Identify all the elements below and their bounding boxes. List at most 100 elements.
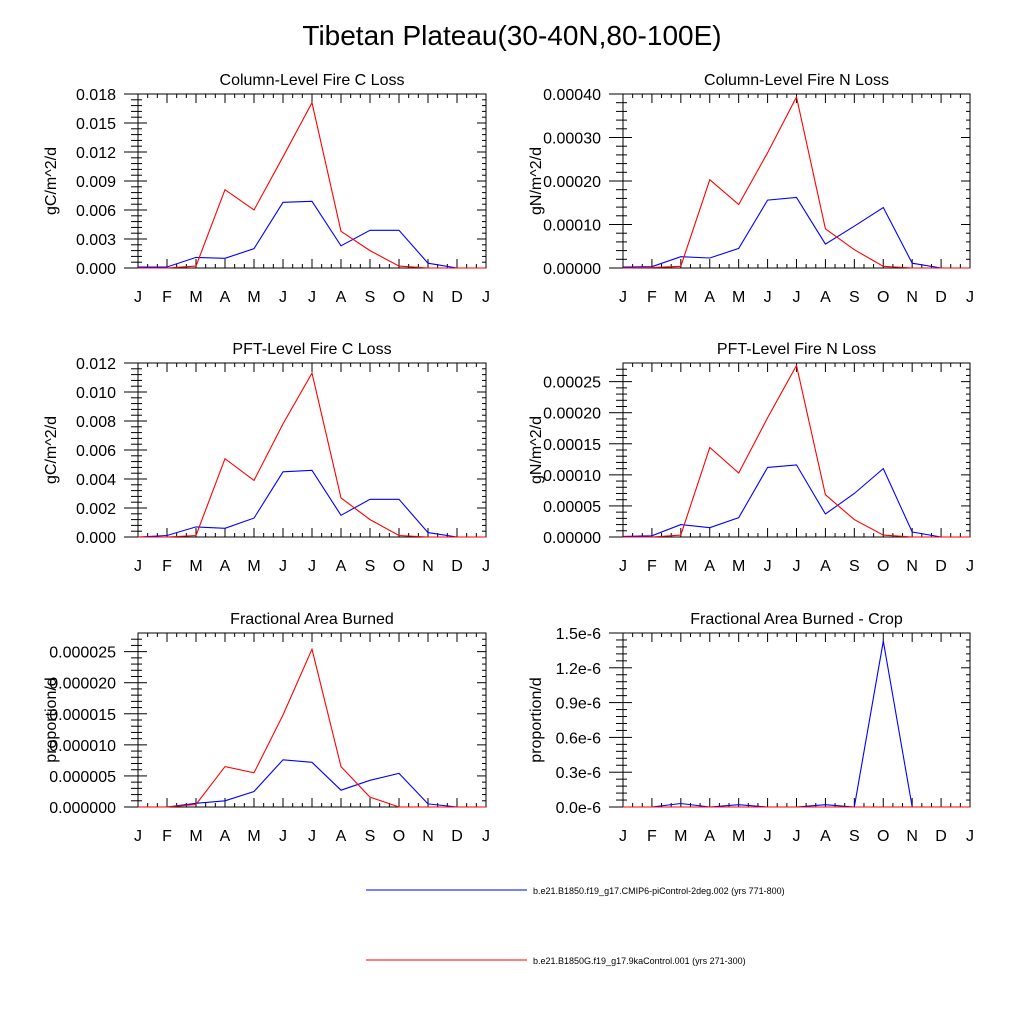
panel-5-title: Fractional Area Burned xyxy=(230,611,394,628)
panel-1-x-tick-label: D xyxy=(451,289,463,306)
panel-6-y-tick-label: 1.5e-6 xyxy=(556,626,601,643)
panel-5-y-tick-label: 0.000025 xyxy=(49,645,116,662)
panel-5-y-tick-label: 0.000010 xyxy=(49,738,116,755)
panel-3-y-tick-label: 0.006 xyxy=(76,443,116,460)
panel-1-x-tick-label: F xyxy=(162,289,172,306)
panel-2-x-tick-label: J xyxy=(764,289,772,306)
panel-5-x-tick-label: F xyxy=(162,828,172,845)
panel-3-y-tick-label: 0.002 xyxy=(76,501,116,518)
panel-2-x-tick-label: O xyxy=(877,289,889,306)
panel-6-y-tick-label: 0.9e-6 xyxy=(556,696,601,713)
panel-3-x-tick-label: J xyxy=(308,558,316,575)
panel-5-series-2-line xyxy=(138,647,486,808)
panel-2-y-tick-label: 0.00030 xyxy=(543,131,601,148)
panel-3-frame xyxy=(137,362,487,538)
panel-1-y-tick-label: 0.000 xyxy=(76,261,116,278)
panel-2-x-tick-label: D xyxy=(935,289,947,306)
panel-4-x-tick-label: N xyxy=(906,558,918,575)
panel-3-x-tick-label: M xyxy=(189,558,202,575)
panel-6-title: Fractional Area Burned - Crop xyxy=(690,611,903,628)
panel-1-y-axis-label: gC/m^2/d xyxy=(43,147,60,215)
panel-4-y-tick-label: 0.00025 xyxy=(543,375,601,392)
panel-4-x-tick-label: D xyxy=(935,558,947,575)
panel-2-title: Column-Level Fire N Loss xyxy=(704,72,889,89)
panel-2-y-tick-label: 0.00020 xyxy=(543,174,601,191)
panel-6-x-tick-label: A xyxy=(820,828,831,845)
panel-1-x-tick-label: J xyxy=(308,289,316,306)
panel-3-y-tick-label: 0.012 xyxy=(76,356,116,373)
panel-6-x-tick-label: J xyxy=(793,828,801,845)
panel-3-title: PFT-Level Fire C Loss xyxy=(232,341,391,358)
panel-2-series-1-line xyxy=(622,196,970,269)
panel-2-x-tick-label: N xyxy=(906,289,918,306)
panel-6-x-tick-label: O xyxy=(877,828,889,845)
legend-item-1-label: b.e21.B1850.f19_g17.CMIP6-piControl-2deg… xyxy=(533,886,785,896)
panel-1-y-tick-label: 0.018 xyxy=(76,87,116,104)
panel-1-frame xyxy=(137,93,487,269)
panel-1-x-tick-label: O xyxy=(393,289,405,306)
panel-5-x-tick-label: O xyxy=(393,828,405,845)
panel-4-x-tick-label: O xyxy=(877,558,889,575)
panel-3-x-tick-label: F xyxy=(162,558,172,575)
panel-5-y-tick-label: 0.000020 xyxy=(49,676,116,693)
panel-4-frame xyxy=(622,362,971,538)
panel-5-x-tick-label: J xyxy=(482,828,490,845)
panel-5-x-tick-label: A xyxy=(336,828,347,845)
panel-1-y-tick-label: 0.012 xyxy=(76,145,116,162)
panel-6-x-tick-label: M xyxy=(732,828,745,845)
panel-6-x-tick-label: S xyxy=(849,828,860,845)
panel-5-x-tick-label: M xyxy=(189,828,202,845)
panel-3-x-tick-label: O xyxy=(393,558,405,575)
panel-1-x-tick-label: J xyxy=(482,289,490,306)
panel-6-x-tick-label: A xyxy=(704,828,715,845)
panel-6-x-tick-label: N xyxy=(906,828,918,845)
panel-3-x-tick-label: J xyxy=(482,558,490,575)
panel-5-x-tick-label: M xyxy=(247,828,260,845)
panel-4-x-tick-label: A xyxy=(704,558,715,575)
panel-5-x-tick-label: D xyxy=(451,828,463,845)
panel-2-x-tick-label: M xyxy=(732,289,745,306)
panel-4-y-tick-label: 0.00020 xyxy=(543,406,601,423)
panel-2-frame xyxy=(622,93,971,269)
panel-1-y-tick-label: 0.009 xyxy=(76,174,116,191)
panel-2-x-tick-label: A xyxy=(820,289,831,306)
panel-5-x-tick-label: J xyxy=(134,828,142,845)
panel-4-x-tick-label: M xyxy=(732,558,745,575)
panel-2-y-axis-label: gN/m^2/d xyxy=(528,147,545,215)
panel-4-y-tick-label: 0.00015 xyxy=(543,437,601,454)
panel-6-y-axis-label: proportion/d xyxy=(528,677,545,762)
panel-5-y-tick-label: 0.000015 xyxy=(49,707,116,724)
panel-1-series-1-line xyxy=(138,200,486,269)
panel-3-x-tick-label: A xyxy=(336,558,347,575)
panel-2-x-tick-label: A xyxy=(704,289,715,306)
panel-6-y-tick-label: 0.6e-6 xyxy=(556,730,601,747)
panel-6-y-tick-label: 1.2e-6 xyxy=(556,661,601,678)
figure-title: Tibetan Plateau(30-40N,80-100E) xyxy=(302,20,722,51)
panel-5-frame xyxy=(137,632,487,808)
panel-3-x-tick-label: D xyxy=(451,558,463,575)
panel-4-series-1-line xyxy=(622,464,970,538)
panel-4-x-tick-label: J xyxy=(966,558,974,575)
panel-1-y-tick-label: 0.003 xyxy=(76,232,116,249)
panel-1-x-tick-label: N xyxy=(422,289,434,306)
panel-2-x-tick-label: J xyxy=(966,289,974,306)
panel-2-x-tick-label: J xyxy=(619,289,627,306)
panel-6-x-tick-label: M xyxy=(674,828,687,845)
panel-6-x-tick-label: J xyxy=(619,828,627,845)
panel-1-x-tick-label: M xyxy=(247,289,260,306)
panel-6-frame xyxy=(622,632,971,808)
panel-1-y-tick-label: 0.015 xyxy=(76,116,116,133)
panel-3-series-2-line xyxy=(138,371,486,538)
panel-6-x-tick-label: F xyxy=(647,828,657,845)
panel-2-x-tick-label: J xyxy=(793,289,801,306)
panel-3-x-tick-label: S xyxy=(365,558,376,575)
panel-2-x-tick-label: F xyxy=(647,289,657,306)
panel-3-x-tick-label: J xyxy=(134,558,142,575)
panel-4-x-tick-label: F xyxy=(647,558,657,575)
legend-item-2-label: b.e21.B1850G.f19_g17.9kaControl.001 (yrs… xyxy=(533,956,746,966)
panel-4-x-tick-label: J xyxy=(764,558,772,575)
panel-5-y-tick-label: 0.000005 xyxy=(49,769,116,786)
panel-2-x-tick-label: S xyxy=(849,289,860,306)
panel-5-y-tick-label: 0.000000 xyxy=(49,800,116,817)
